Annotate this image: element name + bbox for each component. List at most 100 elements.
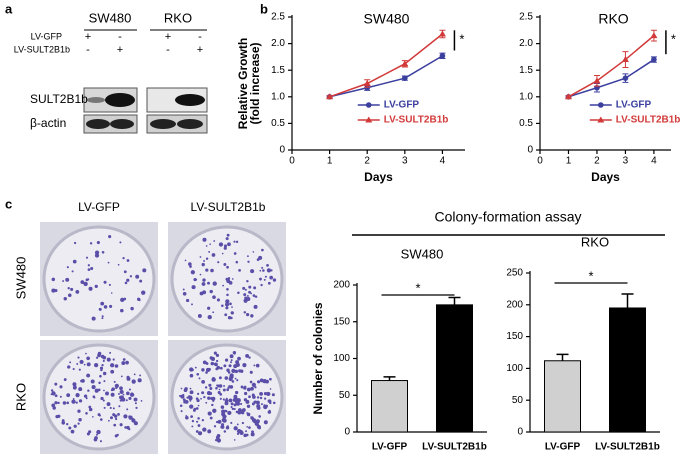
y-axis-label: (fold increase): [248, 42, 262, 124]
colony: [262, 269, 265, 272]
x-tick-label: LV-GFP: [545, 442, 581, 453]
colony: [266, 391, 271, 397]
colony: [128, 396, 132, 400]
colony: [125, 360, 129, 365]
significance: *: [588, 268, 593, 283]
colony: [248, 285, 252, 289]
colony: [223, 364, 227, 368]
y-tick-label: 2.0: [519, 38, 533, 49]
colony: [108, 235, 112, 239]
colony: [221, 304, 224, 307]
colony: [99, 440, 102, 443]
colony: [180, 410, 183, 413]
colony: [226, 368, 230, 372]
band: [87, 97, 105, 103]
colony: [260, 403, 263, 406]
colony: [236, 379, 239, 382]
colony: [237, 408, 242, 412]
colony: [205, 367, 211, 373]
colony: [102, 371, 107, 376]
x-tick-label: 3: [402, 156, 408, 167]
colony: [191, 419, 195, 423]
y-tick-label: 250: [506, 268, 523, 279]
colony: [261, 248, 264, 252]
colony: [138, 298, 141, 302]
y-tick-label: 1.0: [519, 91, 533, 102]
panel-label: b: [260, 1, 268, 16]
colony: [227, 410, 232, 416]
colony: [85, 397, 88, 400]
y-axis-label: Number of colonies: [311, 302, 325, 414]
y-tick-label: 0.5: [519, 118, 533, 129]
colony: [238, 369, 242, 373]
colony: [92, 416, 94, 418]
colony: [195, 397, 199, 400]
colony: [124, 281, 128, 285]
colony: [228, 398, 233, 403]
colony: [66, 266, 69, 269]
colony: [120, 297, 125, 303]
colony: [250, 292, 253, 295]
colony: [229, 385, 234, 389]
colony: [114, 364, 119, 368]
colony: [240, 402, 243, 406]
colony: [102, 399, 105, 402]
colony: [51, 391, 56, 396]
marker: [593, 77, 601, 84]
colony: [130, 392, 133, 395]
x-tick-label: 0: [537, 156, 543, 167]
colony: [123, 270, 127, 274]
colony: [189, 387, 192, 390]
y-tick-label: 2.0: [271, 38, 285, 49]
colony: [191, 425, 194, 428]
colony: [185, 414, 188, 417]
chart-title: SW480: [364, 11, 410, 27]
colony: [182, 398, 186, 402]
colony: [269, 401, 272, 405]
colony: [215, 435, 220, 440]
chart-title: RKO: [598, 11, 628, 27]
dish: [42, 225, 156, 333]
colony: [71, 270, 74, 273]
colony: [234, 369, 239, 374]
colony: [83, 363, 86, 366]
colony: [217, 419, 222, 424]
colony: [224, 398, 229, 403]
colony: [93, 362, 99, 368]
colony: [229, 354, 234, 359]
band-label: β-actin: [30, 116, 66, 130]
colony: [209, 386, 213, 390]
colony: [225, 237, 229, 241]
colony: [112, 413, 116, 417]
colony: [114, 434, 118, 438]
colony: [217, 261, 220, 264]
colony: [94, 250, 100, 255]
colony: [113, 423, 117, 427]
colony: [88, 405, 92, 409]
colony: [237, 291, 240, 295]
colony: [272, 278, 277, 282]
colony: [117, 263, 120, 266]
colony: [240, 385, 244, 389]
bar: [544, 360, 581, 433]
colony: [119, 241, 122, 244]
colony: [245, 399, 250, 404]
colony: [201, 262, 205, 267]
colony: [212, 311, 215, 314]
y-tick-label: 100: [333, 353, 350, 364]
colony: [54, 401, 58, 405]
colony: [221, 409, 226, 414]
row-label: RKO: [13, 383, 28, 411]
colony: [125, 399, 128, 402]
colony: [50, 389, 54, 392]
colony: [222, 284, 225, 287]
colony: [227, 315, 232, 320]
colony: [54, 394, 58, 398]
colony: [233, 364, 238, 369]
colony: [216, 438, 222, 443]
colony: [246, 255, 249, 258]
significance: *: [415, 280, 420, 295]
colony: [72, 397, 75, 400]
colony: [66, 393, 71, 398]
colony: [250, 386, 254, 391]
